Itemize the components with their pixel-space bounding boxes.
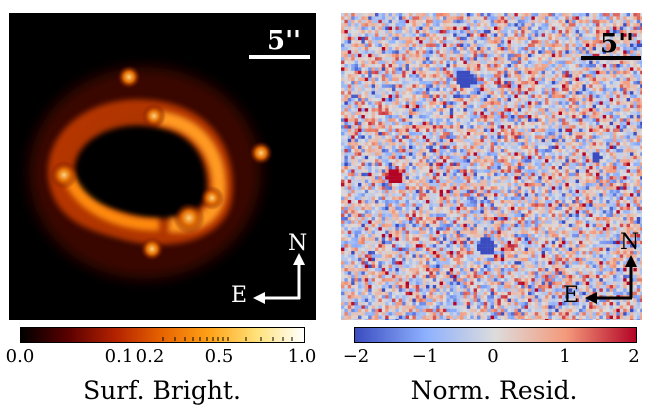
compass-east-label: E [231, 283, 248, 308]
surface-brightness-colorbar [20, 327, 305, 343]
colorbar-tick-label: 0 [487, 346, 499, 367]
compass-north-label: N [620, 230, 640, 255]
residual-colorbar [354, 327, 637, 343]
colorbar-tick-label: 2 [628, 346, 640, 367]
colorbar-title: Norm. Resid. [410, 376, 578, 405]
compass-east-label: E [563, 283, 580, 308]
colorbar-tick-label: 1.0 [287, 346, 317, 367]
model-image-panel: 5'' N E [9, 13, 316, 320]
colorbar-tick-label: 0.2 [135, 346, 165, 367]
colorbar-tick-label: 1 [559, 346, 571, 367]
colorbar-tick-label: 0.1 [104, 346, 134, 367]
scale-bar [249, 55, 310, 59]
colorbar-tick-label: 0.0 [5, 346, 35, 367]
colorbar-tick-label: −2 [342, 346, 370, 367]
compass-north-label: N [288, 231, 308, 256]
scale-bar [581, 56, 641, 60]
residual-noise-map [341, 13, 642, 320]
residual-image-panel: 5'' N E [341, 13, 642, 320]
scale-label: 5'' [600, 29, 635, 59]
colorbar-title: Surf. Bright. [83, 376, 241, 405]
scale-label: 5'' [267, 26, 302, 56]
colorbar-tick-label: 0.5 [204, 346, 234, 367]
lens-model-image [29, 55, 310, 304]
colorbar-tick-label: −1 [411, 346, 439, 367]
